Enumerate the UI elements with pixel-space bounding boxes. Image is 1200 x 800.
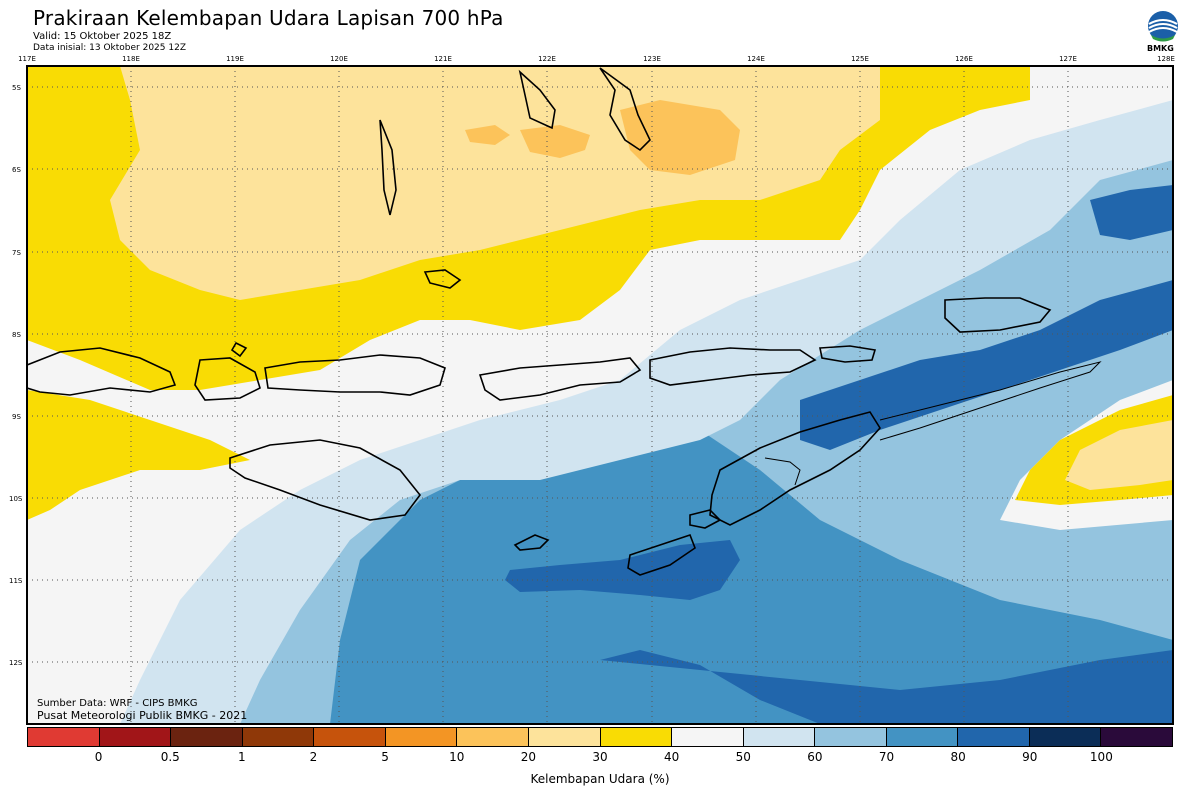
colorbar-cell xyxy=(457,728,529,746)
field-40-50-south xyxy=(27,390,250,520)
coast-flores-east xyxy=(649,347,817,386)
source-credit: Sumber Data: WRF - CIPS BMKG xyxy=(37,698,197,709)
field-30-40-east xyxy=(1065,420,1173,490)
boundaries xyxy=(764,361,1102,486)
colorbar-cell xyxy=(99,728,172,746)
colorbar-tick-label: 0 xyxy=(94,750,103,764)
valid-time: Valid: 15 Oktober 2025 18Z xyxy=(33,31,172,42)
lon-label: 122E xyxy=(538,55,556,63)
lon-label: 124E xyxy=(747,55,765,63)
map-frame xyxy=(26,65,1174,725)
colorbar-cell xyxy=(314,728,386,746)
bmkg-logo-icon xyxy=(1148,11,1178,42)
colorbar-tick-label: 70 xyxy=(878,750,895,764)
map-title: Prakiraan Kelembapan Udara Lapisan 700 h… xyxy=(33,6,504,30)
lat-label: 10S xyxy=(9,495,23,503)
colorbar-cell xyxy=(28,728,100,746)
lat-label: 6S xyxy=(12,166,21,174)
lat-label: 12S xyxy=(9,659,23,667)
coast-rote xyxy=(689,509,722,529)
lon-label: 128E xyxy=(1157,55,1175,63)
colorbar-tick-label: 0.5 xyxy=(160,750,180,764)
field-90-100-a xyxy=(505,540,740,600)
field-20-30-a xyxy=(620,100,740,175)
coast-sumbawa-west xyxy=(194,357,261,401)
lon-label: 123E xyxy=(643,55,661,63)
coast-lombok-bali xyxy=(27,347,177,396)
lon-label: 119E xyxy=(226,55,244,63)
coast-tanahjampea xyxy=(423,269,462,289)
colorbar-tick-label: 50 xyxy=(735,750,751,764)
colorbar-cell xyxy=(672,728,744,746)
coast-timor xyxy=(709,411,881,526)
lon-label: 121E xyxy=(434,55,452,63)
coast-flores-island xyxy=(230,341,248,358)
coast-alor xyxy=(819,345,877,363)
colorbar-cell xyxy=(958,728,1030,746)
colorbar-cell xyxy=(171,728,243,746)
colorbar-tick-label: 90 xyxy=(1022,750,1038,764)
colorbar-cell xyxy=(242,728,315,746)
field-90-100-d xyxy=(1090,185,1173,240)
colorbar-cell xyxy=(815,728,887,746)
lon-label: 120E xyxy=(330,55,348,63)
colorbar-cell xyxy=(1029,728,1102,746)
colorbar-cell xyxy=(1101,728,1172,746)
colorbar-tick-label: 2 xyxy=(309,750,318,764)
colorbar-tick-label: 1 xyxy=(238,750,246,764)
org-credit: Pusat Meteorologi Publik BMKG - 2021 xyxy=(37,709,247,722)
init-time: Data inisial: 13 Oktober 2025 12Z xyxy=(33,43,186,53)
coast-wetar xyxy=(944,297,1052,333)
field-20-30-b xyxy=(520,125,590,158)
colorbar-tick-label: 80 xyxy=(950,750,966,764)
coastlines xyxy=(27,67,1052,576)
colorbar-tick-label: 30 xyxy=(592,750,608,764)
coast-buton xyxy=(599,67,651,152)
colorbar-tick-label: 20 xyxy=(520,750,537,764)
lat-label: 8S xyxy=(12,331,21,339)
lon-label: 117E xyxy=(18,55,36,63)
field-90-100-c xyxy=(800,280,1173,450)
colorbar-tick-label: 100 xyxy=(1089,750,1113,764)
lat-label: 9S xyxy=(12,413,21,421)
lon-labels: 117E 118E 119E 120E 121E 122E 123E 124E … xyxy=(18,55,1175,63)
lat-labels: 5S 6S 7S 8S 9S 10S 11S 12S xyxy=(9,84,23,667)
lon-label: 127E xyxy=(1059,55,1077,63)
field-90-100-b xyxy=(600,650,1173,724)
lat-label: 5S xyxy=(12,84,21,92)
colorbar-cell xyxy=(528,728,601,746)
lat-label: 11S xyxy=(9,577,23,585)
colorbar xyxy=(27,727,1173,747)
colorbar-tick-label: 40 xyxy=(663,750,680,764)
grid-lines xyxy=(27,66,1173,724)
coast-sumba xyxy=(229,439,422,521)
colorbar-tick-label: 10 xyxy=(449,750,465,764)
colorbar-cell xyxy=(600,728,673,746)
colorbar-title: Kelembapan Udara (%) xyxy=(530,772,670,786)
lon-label: 125E xyxy=(851,55,869,63)
lon-label: 118E xyxy=(122,55,140,63)
humidity-map: 117E 118E 119E 120E 121E 122E 123E 124E … xyxy=(9,55,1175,725)
field-20-30-c xyxy=(465,125,510,145)
colorbar-cell xyxy=(743,728,816,746)
coast-selayar xyxy=(379,119,397,216)
lon-label: 126E xyxy=(955,55,973,63)
logo-text: BMKG xyxy=(1147,44,1174,53)
humidity-fields xyxy=(27,66,1173,724)
colorbar-cell xyxy=(886,728,959,746)
coast-sumbawa xyxy=(264,354,446,396)
colorbar-tick-label: 60 xyxy=(807,750,823,764)
coast-sawu xyxy=(513,534,550,551)
coast-flores-west xyxy=(478,357,642,401)
coast-muna xyxy=(518,69,556,130)
lat-label: 7S xyxy=(12,249,21,257)
colorbar-cell xyxy=(385,728,458,746)
colorbar-tick-label: 5 xyxy=(381,750,389,764)
coast-sawu-east xyxy=(627,533,696,576)
